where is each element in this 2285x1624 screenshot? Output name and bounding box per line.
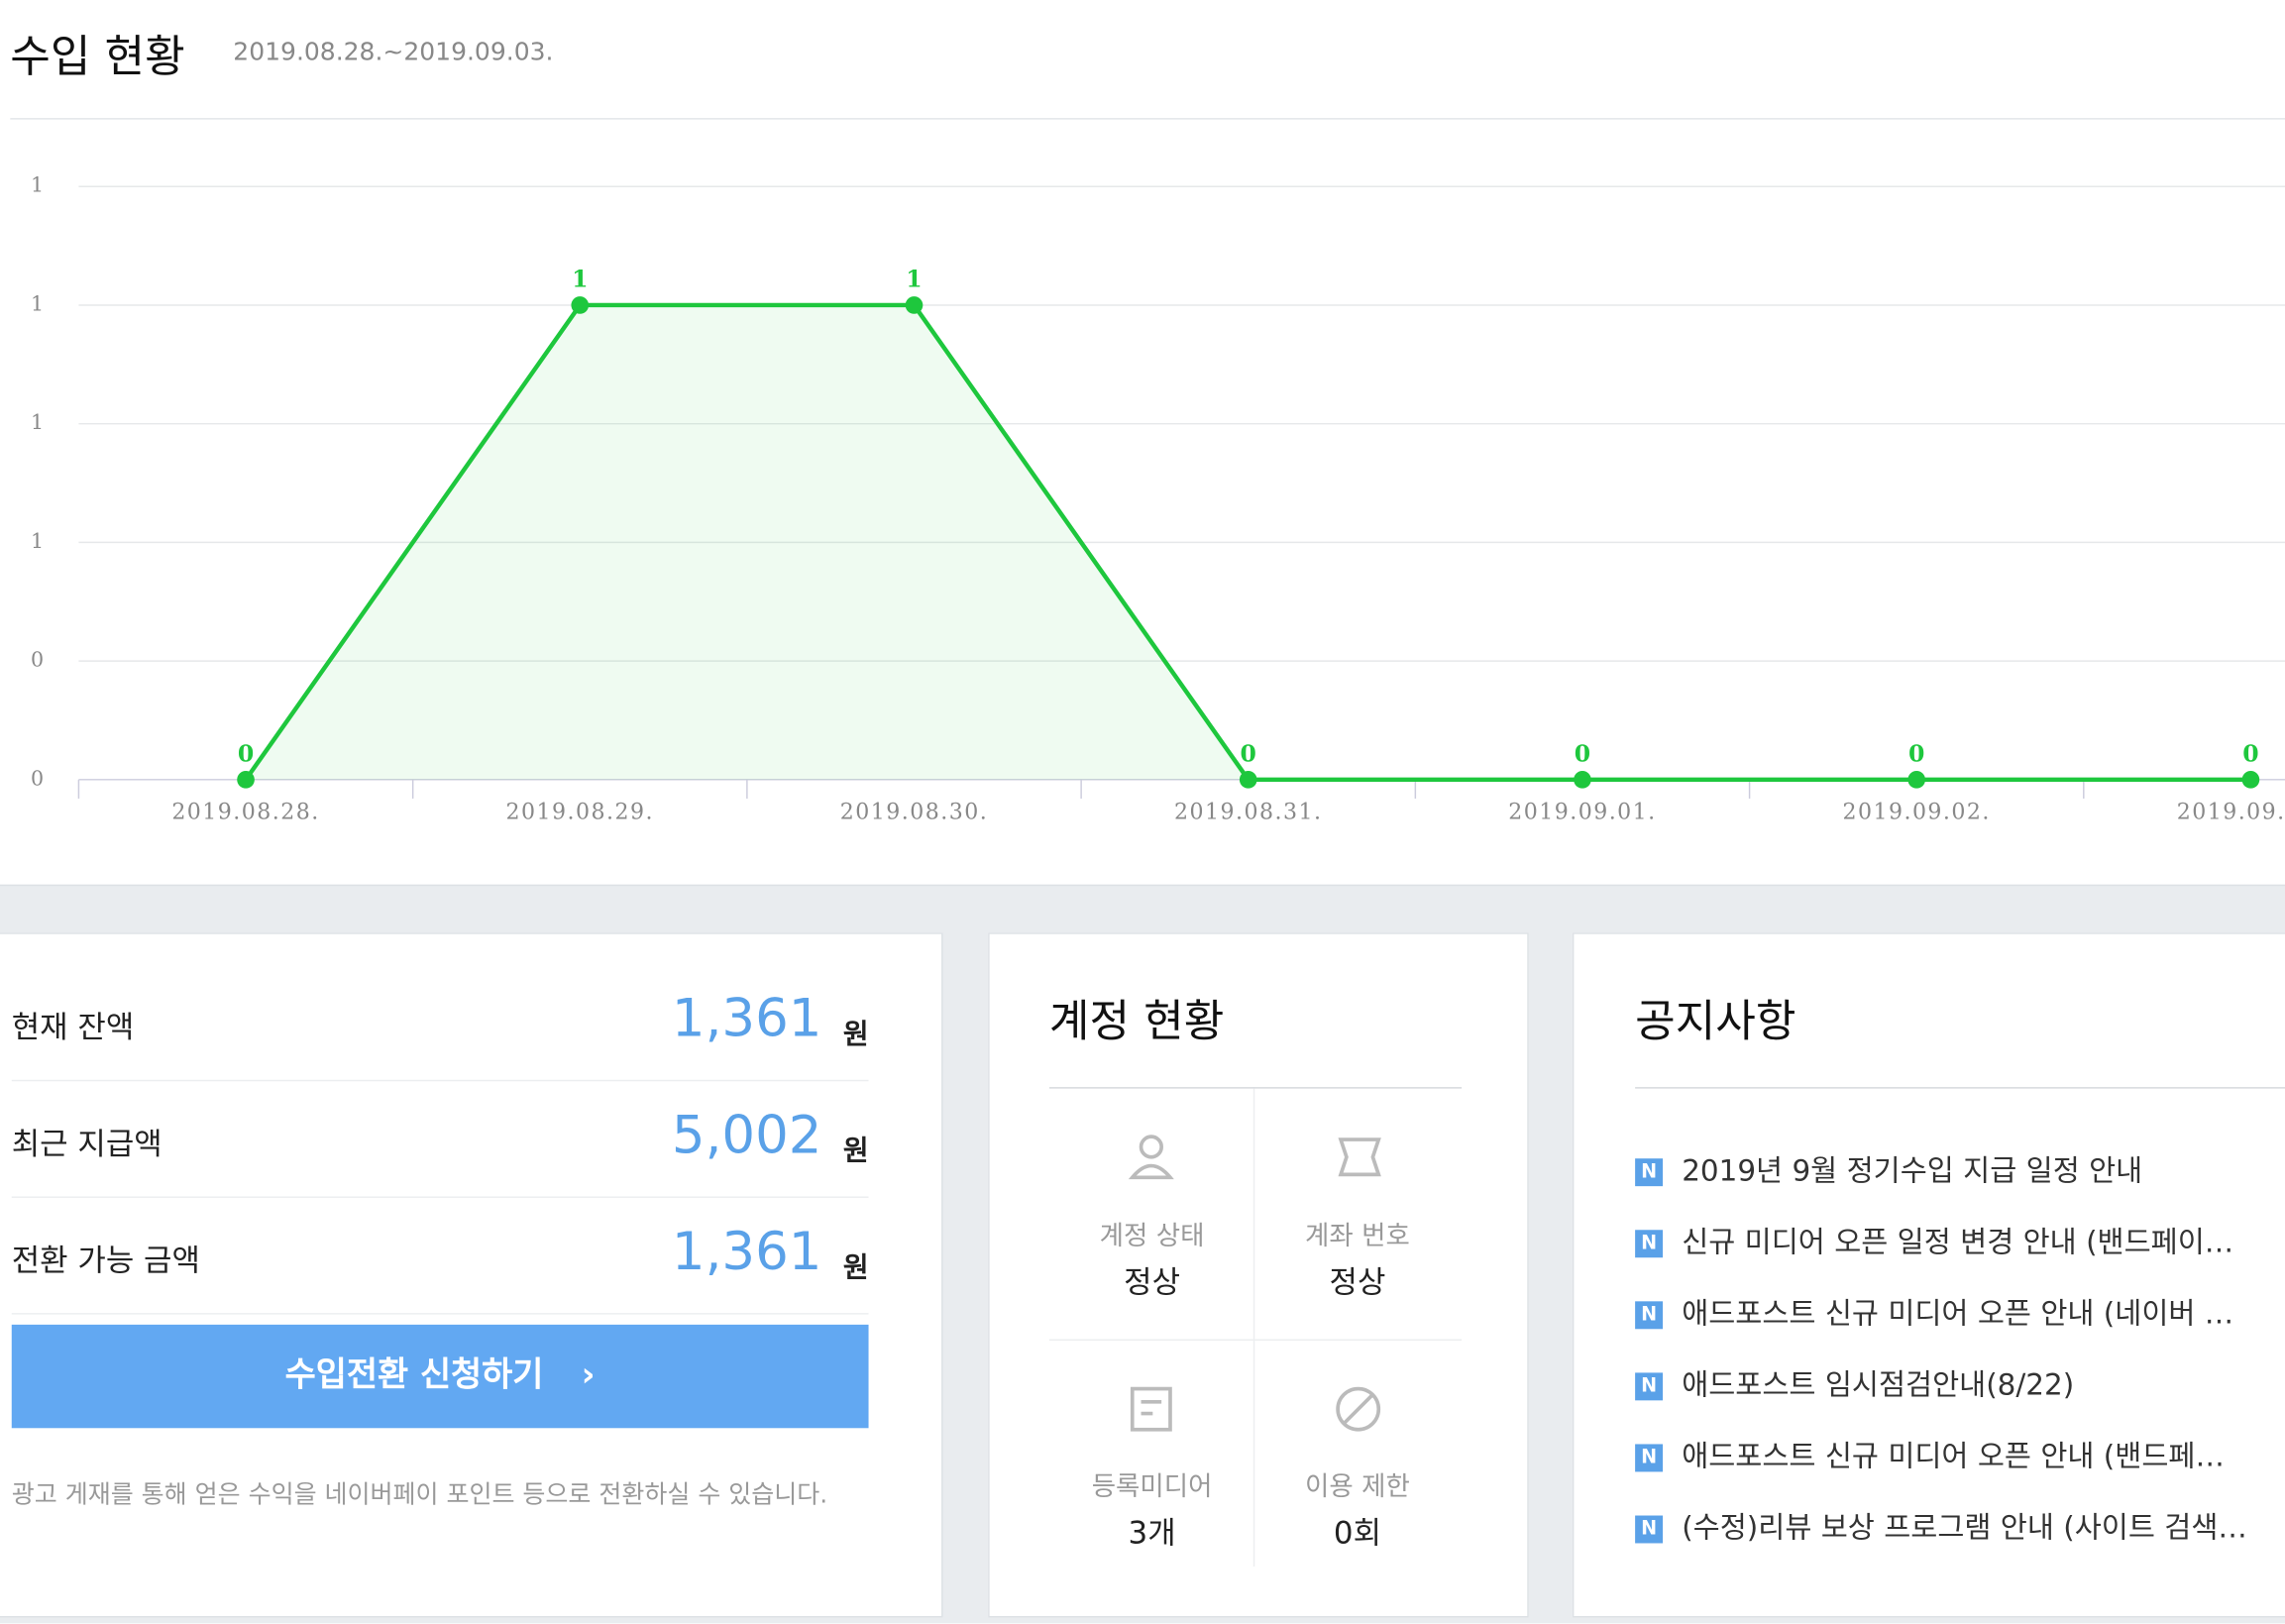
x-tick-label: 2019.09.01. [1508,801,1656,825]
divider [1252,1088,1255,1568]
account-cell: 등록미디어 3개 [1049,1347,1254,1597]
divider [10,118,2285,120]
row-label: 최근 지급액 [11,1126,163,1162]
cell-label: 등록미디어 [1091,1471,1213,1503]
badge: N [1635,1515,1664,1544]
cell-label: 이용 제한 [1305,1471,1410,1503]
notice-item[interactable]: N 애드포스트 신규 미디어 오픈 안내 (밴드페… [1635,1433,2225,1475]
cell-value: 정상 [1329,1264,1386,1300]
row-label: 전환 가능 금액 [11,1243,200,1278]
notice-item[interactable]: N 애드포스트 임시점검안내(8/22) [1635,1361,2074,1404]
notice-text: (수정)리뷰 보상 프로그램 안내 (사이트 검색… [1682,1509,2247,1545]
divider [1635,1087,2285,1089]
page-title: 수입 현황 [10,32,185,83]
chevron: › [581,1356,596,1395]
cell-value: 0회 [1333,1515,1381,1551]
notice-title: 공지사항 [1635,996,1796,1048]
notice-item[interactable]: N 2019년 9월 정기수입 지급 일정 안내 [1635,1146,2142,1189]
badge: N [1635,1301,1664,1330]
y-tick-label: 0 [31,648,44,672]
data-label: 0 [1241,739,1256,767]
point [571,296,590,314]
convert-button[interactable]: 수입전환 신청하기 › [11,1324,869,1429]
row-label: 현재 잔액 [11,1010,135,1045]
notice-item[interactable]: N (수정)리뷰 보상 프로그램 안내 (사이트 검색… [1635,1504,2247,1547]
cell-value: 3개 [1128,1515,1176,1551]
account-cell: 이용 제한 0회 [1254,1347,1460,1597]
cell-label: 계좌 번호 [1305,1221,1410,1252]
data-label: 0 [1575,739,1590,767]
data-label: 1 [906,265,922,292]
data-label: 0 [238,739,254,767]
row-unit: 원 [842,1135,869,1168]
cell-label: 계정 상태 [1099,1221,1205,1252]
cell-value: 정상 [1124,1264,1180,1300]
point [237,771,255,789]
notice-text: 신규 미디어 오픈 일정 변경 안내 (밴드페이… [1682,1224,2234,1259]
x-tick-label: 2019.08.30. [840,801,988,825]
account-panel [988,932,1529,1618]
divider [1048,1087,1463,1089]
point [1574,771,1591,789]
account-title: 계정 현황 [1048,996,1225,1048]
notice-text: 애드포스트 임시점검안내(8/22) [1682,1366,2075,1402]
period: 2019.08.28.~2019.09.03. [233,38,554,67]
row-amount: 1,361 [671,989,822,1049]
y-tick-label: 1 [31,410,44,434]
row-unit: 원 [842,1251,869,1284]
badge: N [1635,1372,1664,1401]
data-label: 0 [2242,739,2258,767]
balance-panel [0,932,943,1618]
x-tick-label: 2019.09.03. [2177,801,2285,825]
row-unit: 원 [842,1019,869,1051]
badge: N [1635,1158,1664,1187]
badge: N [1635,1230,1664,1258]
chart: 0 0 1 1 1 1 2019.08.28. 2019.08.29. 2019.08.30. 2… [31,173,2285,825]
y-tick-label: 1 [31,291,44,315]
point [2241,771,2260,789]
data-label: 1 [572,265,588,292]
notice-item[interactable]: N 애드포스트 신규 미디어 오픈 안내 (네이버 … [1635,1290,2233,1333]
point [905,296,924,314]
x-tick-label: 2019.09.02. [1842,801,1990,825]
x-tick-label: 2019.08.31. [1174,801,1322,825]
divider [1048,1339,1463,1342]
description: 광고 게재를 통해 얻은 수익을 네이버페이 포인트 등으로 전환하실 수 있습… [11,1480,828,1510]
y-tick-label: 0 [31,766,44,790]
point [1907,771,1926,789]
row-amount: 5,002 [671,1106,822,1166]
point [1239,771,1257,789]
balance-row: 현재 잔액 1,361 원 [11,963,869,1082]
balance-row: 전환 가능 금액 1,361 원 [11,1196,869,1315]
y-tick-label: 1 [31,529,44,553]
balance-row: 최근 지급액 5,002 원 [11,1080,869,1198]
button-label: 수입전환 신청하기 [284,1356,544,1395]
x-tick-label: 2019.08.28. [171,801,319,825]
badge: N [1635,1444,1664,1472]
notice-text: 애드포스트 신규 미디어 오픈 안내 (네이버 … [1682,1295,2234,1331]
row-amount: 1,361 [671,1222,822,1283]
x-tick-label: 2019.08.29. [506,801,654,825]
area [246,304,2251,780]
notice-item[interactable]: N 신규 미디어 오픈 일정 변경 안내 (밴드페이… [1635,1219,2233,1261]
notice-panel [1572,932,2285,1618]
notice-text: 2019년 9월 정기수입 지급 일정 안내 [1682,1152,2143,1188]
notice-text: 애드포스트 신규 미디어 오픈 안내 (밴드페… [1682,1438,2225,1473]
y-tick-label: 1 [31,173,44,197]
data-label: 0 [1908,739,1924,767]
